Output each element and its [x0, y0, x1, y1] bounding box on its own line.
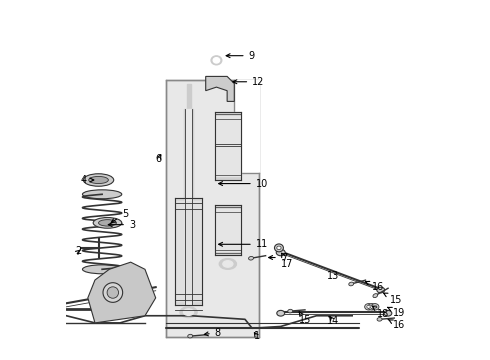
FancyBboxPatch shape	[167, 80, 259, 337]
Bar	[184, 109, 193, 305]
Text: 14: 14	[327, 316, 340, 326]
Text: 12: 12	[233, 77, 265, 87]
Ellipse shape	[248, 256, 253, 260]
Ellipse shape	[223, 261, 233, 267]
Text: 4: 4	[81, 175, 94, 185]
Text: 16: 16	[388, 319, 406, 330]
Ellipse shape	[211, 56, 222, 65]
Text: 9: 9	[226, 51, 255, 61]
Ellipse shape	[274, 244, 283, 252]
Text: 18: 18	[372, 306, 390, 319]
Bar	[185, 109, 192, 305]
Text: 10: 10	[219, 179, 268, 189]
Ellipse shape	[349, 282, 354, 286]
Ellipse shape	[368, 303, 376, 310]
Ellipse shape	[184, 309, 194, 315]
Text: 19: 19	[388, 307, 406, 318]
Text: 17: 17	[281, 253, 293, 269]
Ellipse shape	[367, 305, 370, 308]
Ellipse shape	[180, 307, 197, 318]
Ellipse shape	[384, 310, 392, 316]
Text: 1: 1	[254, 332, 260, 342]
Ellipse shape	[365, 303, 372, 310]
Text: 6: 6	[156, 154, 162, 163]
Text: 2: 2	[75, 247, 81, 256]
Bar	[216, 208, 241, 251]
Ellipse shape	[98, 220, 117, 226]
Bar	[215, 205, 242, 255]
Ellipse shape	[277, 310, 285, 316]
Text: 8: 8	[204, 328, 221, 338]
Ellipse shape	[103, 283, 122, 302]
Ellipse shape	[373, 305, 377, 308]
Ellipse shape	[370, 305, 373, 308]
Ellipse shape	[188, 334, 193, 338]
Text: 7: 7	[269, 252, 287, 262]
Ellipse shape	[371, 303, 379, 310]
Bar	[187, 84, 191, 109]
Ellipse shape	[220, 258, 237, 269]
Ellipse shape	[89, 176, 108, 184]
Ellipse shape	[213, 58, 220, 63]
Ellipse shape	[82, 190, 122, 199]
Ellipse shape	[377, 318, 382, 321]
Text: 5: 5	[111, 209, 128, 222]
Polygon shape	[88, 262, 156, 323]
Ellipse shape	[93, 217, 122, 228]
Bar	[175, 198, 202, 305]
Ellipse shape	[288, 309, 293, 313]
Polygon shape	[206, 76, 234, 102]
Ellipse shape	[82, 265, 122, 274]
Ellipse shape	[373, 294, 378, 298]
Ellipse shape	[377, 287, 385, 293]
Bar	[176, 202, 201, 301]
Ellipse shape	[107, 287, 119, 298]
Text: 15: 15	[384, 293, 402, 305]
Polygon shape	[234, 80, 259, 173]
Text: 15: 15	[298, 312, 311, 325]
Bar	[216, 116, 241, 176]
Text: 13: 13	[327, 271, 340, 282]
Text: 3: 3	[108, 220, 135, 230]
Ellipse shape	[276, 249, 285, 256]
Text: 16: 16	[366, 282, 384, 292]
Ellipse shape	[83, 174, 114, 186]
Bar	[215, 112, 242, 180]
Text: 11: 11	[219, 239, 268, 249]
Ellipse shape	[277, 246, 281, 249]
